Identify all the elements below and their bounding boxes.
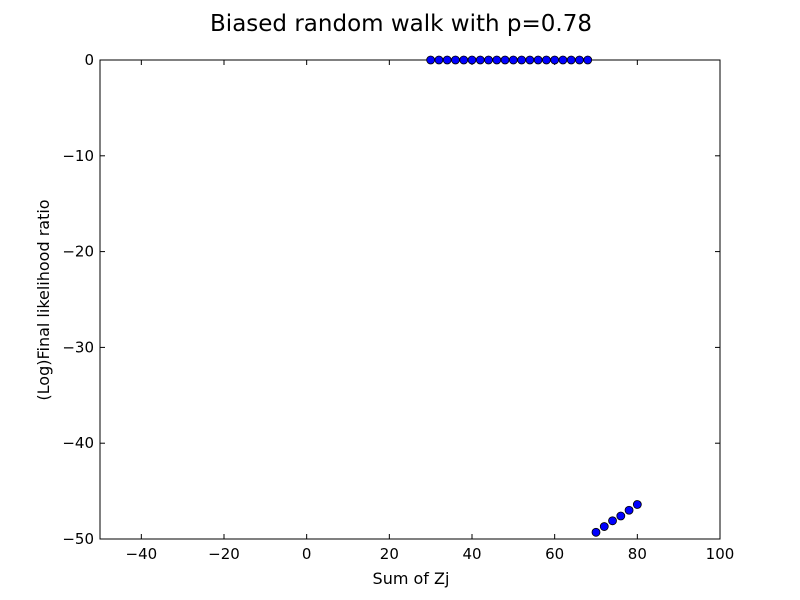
- y-tick-label: −50: [62, 530, 94, 548]
- x-tick-label: 20: [380, 545, 399, 563]
- data-point: [550, 55, 560, 65]
- data-point: [467, 55, 477, 65]
- chart-title: Biased random walk with p=0.78: [210, 11, 592, 37]
- data-point: [599, 522, 609, 531]
- data-point: [459, 55, 469, 65]
- data-point: [484, 55, 493, 65]
- data-point: [558, 55, 568, 65]
- x-tick-label: 80: [628, 545, 647, 563]
- data-point: [525, 55, 535, 65]
- y-tick-label: −30: [62, 338, 94, 356]
- data-point: [608, 516, 617, 526]
- y-tick-label: −20: [62, 243, 94, 261]
- data-point: [442, 55, 452, 65]
- data-point: [500, 55, 510, 65]
- y-tick-label: −40: [62, 434, 94, 452]
- data-point: [616, 511, 626, 521]
- data-point: [517, 55, 526, 65]
- data-point: [475, 55, 485, 65]
- y-tick-label: −10: [62, 147, 94, 165]
- data-point: [624, 505, 634, 515]
- data-point: [451, 55, 460, 65]
- data-point: [508, 55, 518, 65]
- data-point: [542, 55, 551, 65]
- plot-frame: [99, 59, 721, 540]
- data-point: [566, 55, 576, 65]
- x-tick-label: −40: [126, 545, 158, 563]
- data-point: [591, 527, 601, 537]
- x-tick-label: 40: [462, 545, 481, 563]
- y-axis: 0 −10 −20 −30 −40 −50: [62, 51, 720, 548]
- x-axis-label: Sum of Zj: [373, 569, 450, 588]
- x-tick-label: 100: [706, 545, 735, 563]
- data-point: [632, 500, 642, 509]
- y-tick-label: 0: [84, 51, 94, 69]
- data-point: [492, 55, 502, 65]
- data-point: [434, 55, 444, 65]
- x-tick-label: 0: [302, 545, 312, 563]
- data-point: [575, 55, 584, 65]
- data-point: [583, 55, 593, 65]
- plot-area: [99, 59, 721, 540]
- x-axis: −40 −20 0 20 40 60 80 100: [126, 60, 735, 563]
- x-tick-label: −20: [208, 545, 240, 563]
- data-point: [533, 55, 543, 65]
- data-points: [426, 55, 642, 537]
- x-tick-label: 60: [545, 545, 564, 563]
- data-point: [426, 55, 436, 65]
- y-axis-label: (Log)Final likelihood ratio: [34, 199, 53, 400]
